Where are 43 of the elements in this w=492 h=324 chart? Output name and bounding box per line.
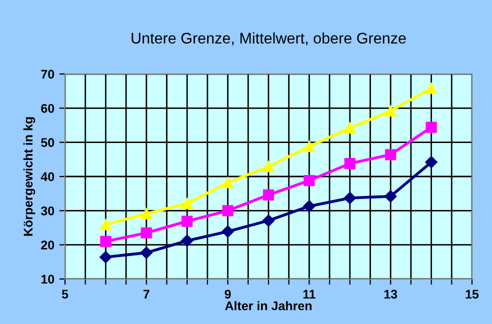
x-tick-label: 13 xyxy=(384,290,398,299)
x-tick-label: 9 xyxy=(224,290,231,299)
point xyxy=(304,175,315,186)
point xyxy=(262,161,274,172)
x-tick-label: 5 xyxy=(62,290,68,299)
point xyxy=(262,214,275,227)
y-tick-label: 60 xyxy=(41,104,54,113)
point xyxy=(222,225,234,238)
point xyxy=(140,246,152,259)
point xyxy=(425,156,438,168)
x-axis-title: Alter in Jahren xyxy=(225,301,312,310)
point xyxy=(100,219,112,230)
y-tick-label: 30 xyxy=(40,206,54,216)
point xyxy=(303,200,316,212)
point xyxy=(262,189,274,201)
point xyxy=(426,122,437,133)
y-tick-label: 50 xyxy=(41,138,54,147)
y-tick-label: 10 xyxy=(41,274,54,284)
point xyxy=(344,192,356,204)
point xyxy=(222,205,234,216)
y-axis-title: Körpergewicht in kg xyxy=(23,117,36,236)
x-tick-label: 7 xyxy=(143,290,150,298)
chart-title: Untere Grenze, Mittelwert, obere Grenze xyxy=(132,32,406,46)
point xyxy=(140,208,152,220)
point xyxy=(384,190,397,202)
point xyxy=(426,82,437,94)
point xyxy=(222,177,234,188)
point xyxy=(385,149,396,160)
x-tick-label: 15 xyxy=(466,290,479,299)
point xyxy=(182,216,193,227)
y-tick-label: 70 xyxy=(41,70,54,79)
point xyxy=(100,236,112,247)
point xyxy=(100,251,112,264)
point xyxy=(182,198,193,210)
point xyxy=(304,140,315,152)
point xyxy=(140,227,152,238)
point xyxy=(344,158,356,170)
y-tick-label: 20 xyxy=(41,240,54,250)
y-tick-label: 40 xyxy=(40,172,54,182)
point xyxy=(344,122,356,134)
x-tick-label: 11 xyxy=(303,290,316,298)
point xyxy=(181,234,194,247)
point xyxy=(385,105,396,116)
